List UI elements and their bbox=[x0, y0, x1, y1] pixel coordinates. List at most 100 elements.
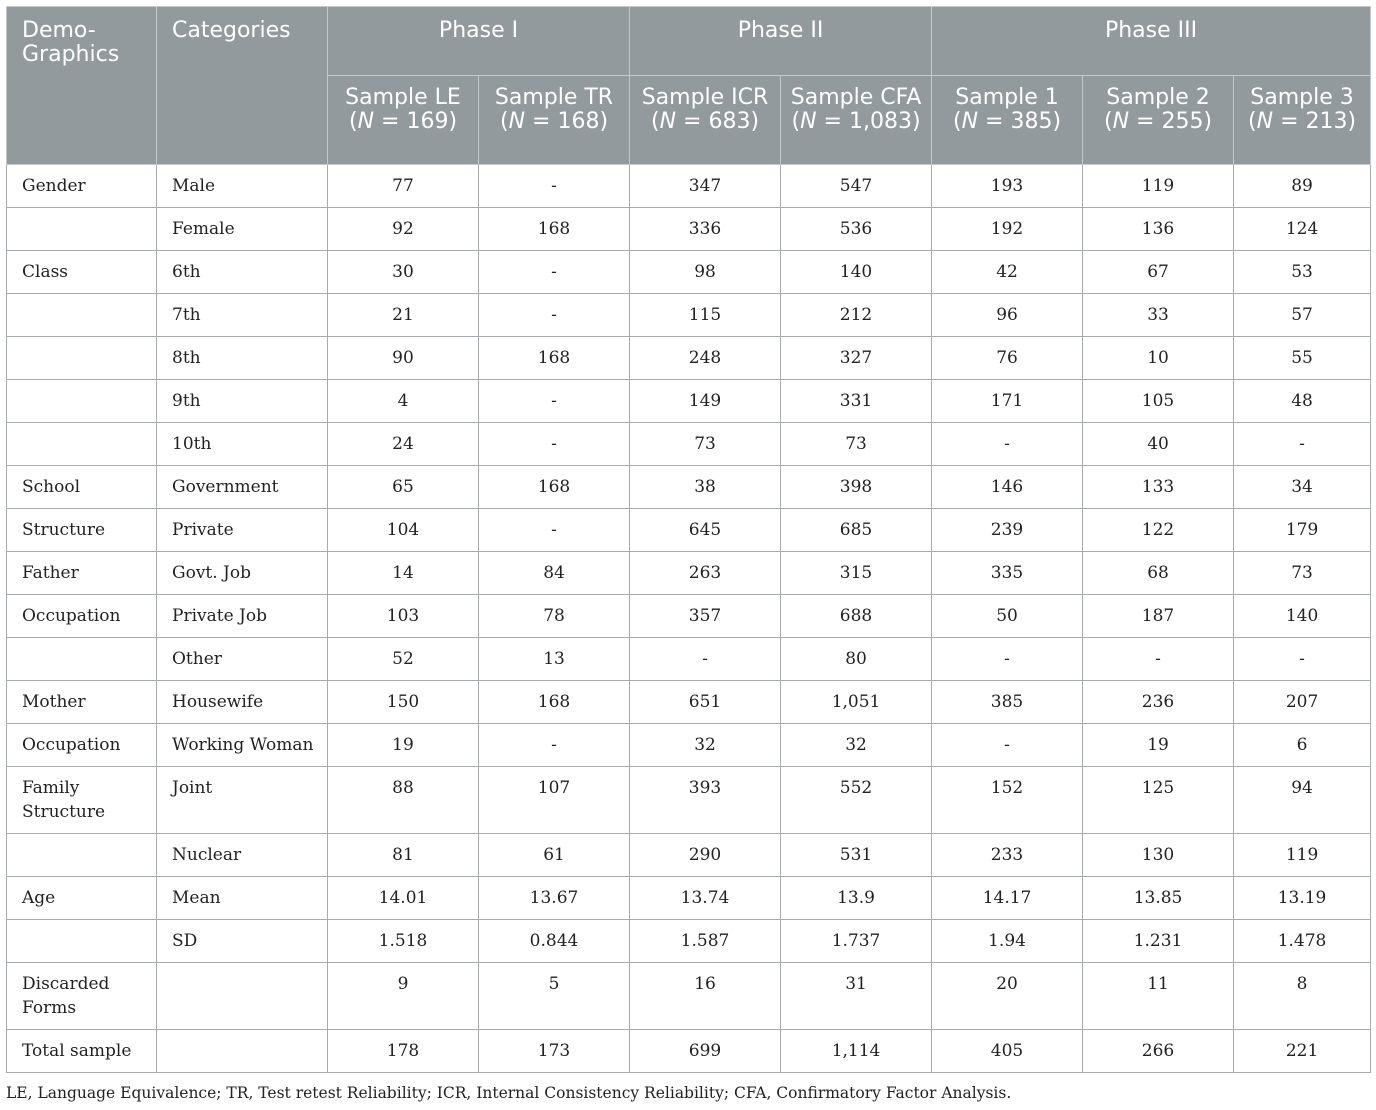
table-row: Female 92 168 336 536 192 136 124 bbox=[6, 207, 1372, 251]
value-cell: 331 bbox=[780, 379, 933, 423]
value-cell: 73 bbox=[780, 422, 933, 466]
category-cell: Govt. Job bbox=[156, 551, 328, 595]
value-cell: - bbox=[477, 508, 631, 552]
value-cell: 130 bbox=[1082, 833, 1235, 877]
value-cell: 4 bbox=[327, 379, 479, 423]
value-cell: 136 bbox=[1082, 207, 1235, 251]
value-cell: 1.231 bbox=[1082, 919, 1235, 963]
value-cell: 173 bbox=[477, 1029, 631, 1073]
value-cell: 547 bbox=[780, 164, 933, 208]
value-cell: 1.737 bbox=[780, 919, 933, 963]
table-row: Mother Housewife 150 168 651 1,051 385 236 207 bbox=[6, 680, 1372, 724]
value-cell: 77 bbox=[327, 164, 479, 208]
value-cell: 38 bbox=[629, 465, 782, 509]
demographic-cell: Family Structure bbox=[6, 766, 157, 834]
value-cell: - bbox=[477, 250, 631, 294]
value-cell: 5 bbox=[477, 962, 631, 1030]
value-cell: 107 bbox=[477, 766, 631, 834]
value-cell: 290 bbox=[629, 833, 782, 877]
value-cell: 103 bbox=[327, 594, 479, 638]
demographic-cell bbox=[6, 422, 157, 466]
value-cell: 89 bbox=[1233, 164, 1372, 208]
category-cell: 7th bbox=[156, 293, 328, 337]
value-cell: 248 bbox=[629, 336, 782, 380]
value-cell: 239 bbox=[931, 508, 1084, 552]
value-cell: 1.94 bbox=[931, 919, 1084, 963]
value-cell: 347 bbox=[629, 164, 782, 208]
value-cell: 55 bbox=[1233, 336, 1372, 380]
value-cell: 236 bbox=[1082, 680, 1235, 724]
table-container: Demo-Graphics Categories Phase I Phase I… bbox=[6, 6, 1372, 1073]
demographic-cell bbox=[6, 293, 157, 337]
header-sample-4: Sample CFA (N = 1,083) bbox=[780, 75, 933, 165]
value-cell: 105 bbox=[1082, 379, 1235, 423]
value-cell: 168 bbox=[477, 336, 631, 380]
value-cell: 32 bbox=[780, 723, 933, 767]
demographic-cell bbox=[6, 833, 157, 877]
value-cell: 552 bbox=[780, 766, 933, 834]
table-row: Occupation Private Job 103 78 357 688 50 187 140 bbox=[6, 594, 1372, 638]
demographic-cell: School bbox=[6, 465, 157, 509]
value-cell: 1.587 bbox=[629, 919, 782, 963]
value-cell: 168 bbox=[477, 680, 631, 724]
value-cell: 171 bbox=[931, 379, 1084, 423]
table-row: Class 6th 30-98 140 42 67 53 bbox=[6, 250, 1372, 294]
header-phase-1: Phase I bbox=[326, 6, 631, 76]
category-cell: 6th bbox=[156, 250, 328, 294]
value-cell: 21 bbox=[327, 293, 479, 337]
value-cell: 76 bbox=[931, 336, 1084, 380]
table-row: Nuclear 81 61 290 531 233 130 119 bbox=[6, 833, 1372, 877]
value-cell: 398 bbox=[780, 465, 933, 509]
value-cell: 149 bbox=[629, 379, 782, 423]
value-cell: 13 bbox=[477, 637, 631, 681]
category-cell bbox=[156, 1029, 328, 1073]
value-cell: - bbox=[931, 723, 1084, 767]
value-cell: 221 bbox=[1233, 1029, 1372, 1073]
value-cell: - bbox=[931, 637, 1084, 681]
value-cell: 336 bbox=[629, 207, 782, 251]
table-row: Discarded Forms 9 5 16 31 20 11 8 bbox=[6, 962, 1372, 1030]
value-cell: 61 bbox=[477, 833, 631, 877]
table-row: Structure Private 104-645 685 239 122 179 bbox=[6, 508, 1372, 552]
value-cell: 8 bbox=[1233, 962, 1372, 1030]
demographic-cell: Mother bbox=[6, 680, 157, 724]
value-cell: 115 bbox=[629, 293, 782, 337]
value-cell: 16 bbox=[629, 962, 782, 1030]
value-cell: 150 bbox=[327, 680, 479, 724]
value-cell: 0.844 bbox=[477, 919, 631, 963]
value-cell: 1.478 bbox=[1233, 919, 1372, 963]
value-cell: 92 bbox=[327, 207, 479, 251]
table-row: School Government 65 168 38 398 146 133 34 bbox=[6, 465, 1372, 509]
value-cell: 13.85 bbox=[1082, 876, 1235, 920]
value-cell: 81 bbox=[327, 833, 479, 877]
table-row: SD 1.518 0.844 1.587 1.737 1.94 1.231 1.478 bbox=[6, 919, 1372, 963]
value-cell: 179 bbox=[1233, 508, 1372, 552]
value-cell: 30 bbox=[327, 250, 479, 294]
table-row: Gender Male 77-347 547 193 119 89 bbox=[6, 164, 1372, 208]
demographic-cell: Occupation bbox=[6, 594, 157, 638]
value-cell: 80 bbox=[780, 637, 933, 681]
value-cell: 13.19 bbox=[1233, 876, 1372, 920]
value-cell: 178 bbox=[327, 1029, 479, 1073]
value-cell: 119 bbox=[1233, 833, 1372, 877]
value-cell: 1,051 bbox=[780, 680, 933, 724]
value-cell: - bbox=[477, 723, 631, 767]
table-row: Total sample 178 173 699 1,114 405 266 221 bbox=[6, 1029, 1372, 1073]
value-cell: 48 bbox=[1233, 379, 1372, 423]
category-cell: Female bbox=[156, 207, 328, 251]
value-cell: 33 bbox=[1082, 293, 1235, 337]
value-cell: 14.01 bbox=[327, 876, 479, 920]
header-sample-1: Sample LE (N = 169) bbox=[327, 75, 479, 165]
value-cell: 40 bbox=[1082, 422, 1235, 466]
value-cell: 685 bbox=[780, 508, 933, 552]
value-cell: 96 bbox=[931, 293, 1084, 337]
header-phase-2: Phase II bbox=[629, 6, 933, 76]
value-cell: 124 bbox=[1233, 207, 1372, 251]
header-categories: Categories bbox=[156, 6, 328, 165]
value-cell: 11 bbox=[1082, 962, 1235, 1030]
value-cell: 1,114 bbox=[780, 1029, 933, 1073]
value-cell: 233 bbox=[931, 833, 1084, 877]
value-cell: 140 bbox=[1233, 594, 1372, 638]
category-cell: Private Job bbox=[156, 594, 328, 638]
value-cell: 104 bbox=[327, 508, 479, 552]
